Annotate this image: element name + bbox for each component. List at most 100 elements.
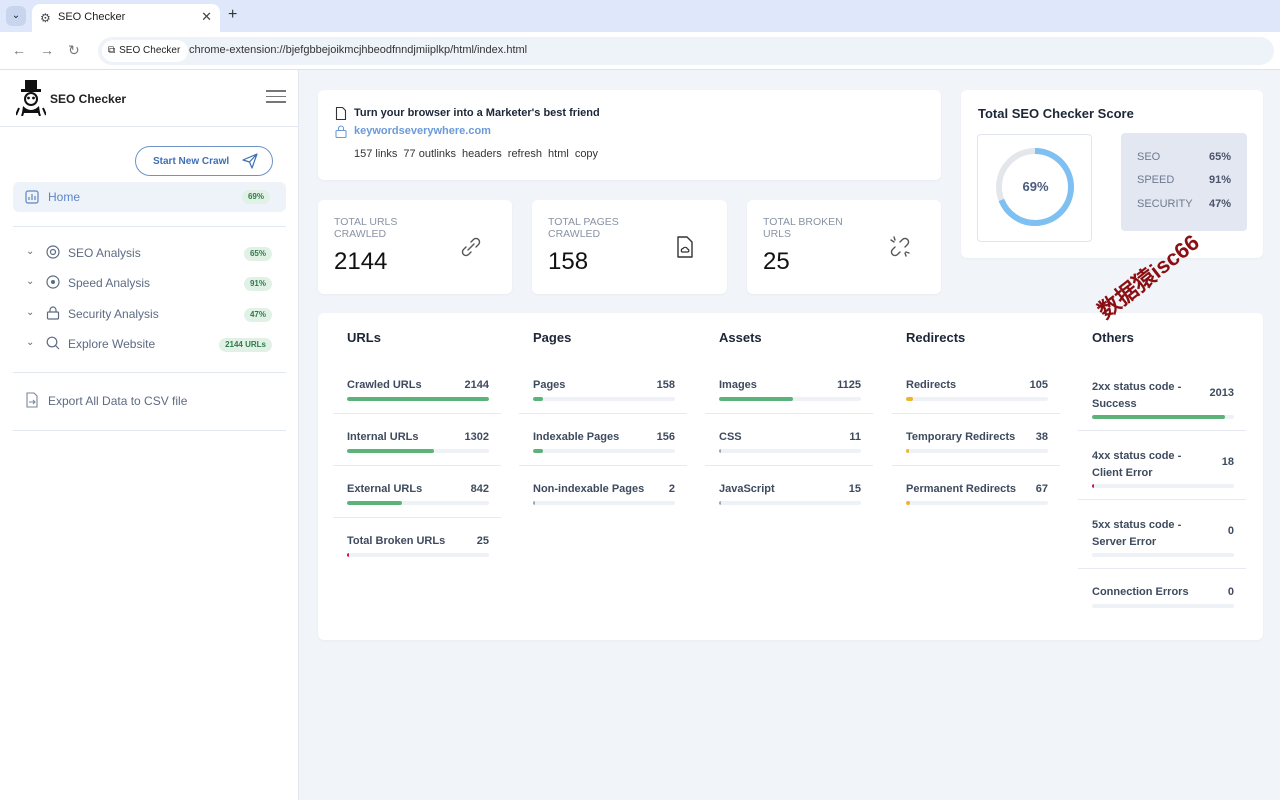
menu-toggle-icon[interactable] <box>266 90 286 104</box>
metric-value: 105 <box>1029 379 1048 391</box>
metric-bar-fill <box>533 501 535 505</box>
metric-bar-fill <box>719 449 721 453</box>
sidebar-item-label: Home <box>48 190 81 204</box>
new-tab-button[interactable]: + <box>228 6 238 23</box>
metric-bar-fill <box>906 449 909 453</box>
forward-icon[interactable]: → <box>40 42 54 58</box>
metric-name: Images <box>719 379 757 391</box>
start-new-crawl-button[interactable]: Start New Crawl <box>135 146 273 176</box>
column-others: Others 2xx status code - Success 2013 4xx s… <box>1078 313 1246 640</box>
metric-bar <box>347 397 489 401</box>
metric-value: 2013 <box>1209 387 1234 399</box>
metric-name: Non-indexable Pages <box>533 483 645 495</box>
divider <box>333 517 501 518</box>
sidebar-item-label: Security Analysis <box>68 307 159 321</box>
stat-label: TOTAL URLS CRAWLED <box>334 216 398 240</box>
column-assets: Assets Images 1125 CSS 11 JavaScript 15 <box>705 313 873 640</box>
metric-value: 38 <box>1035 431 1048 443</box>
metric-bar <box>719 501 861 505</box>
metric-bar <box>347 449 489 453</box>
metric-bar <box>347 553 489 557</box>
sidebar-item-home[interactable]: Home 69% <box>13 182 286 212</box>
site-link[interactable]: keywordseverywhere.com <box>354 125 491 137</box>
site-actions: 157 links 77 outlinks headers refresh html co… <box>354 148 604 160</box>
refresh-link[interactable]: refresh <box>507 148 543 160</box>
metric-name: CSS <box>719 431 742 443</box>
metric-name: Redirects <box>906 379 957 391</box>
metric-name: Indexable Pages <box>533 431 620 443</box>
metric-value: 11 <box>849 431 861 443</box>
total-broken-card: TOTAL BROKEN URLS 25 <box>747 200 941 294</box>
score-title: Total SEO Checker Score <box>978 106 1134 121</box>
copy-link[interactable]: copy <box>574 148 599 160</box>
metric-bar-fill <box>1092 484 1094 488</box>
metric-bar-fill <box>906 501 911 505</box>
site-chip-label: SEO Checker <box>119 45 181 56</box>
score-value: 65% <box>1208 151 1231 163</box>
metric-bar-fill <box>347 449 434 453</box>
gauge-ring <box>996 148 1074 226</box>
sidebar-item-seo-analysis[interactable]: ⌄ SEO Analysis 65% <box>24 243 286 265</box>
puzzle-icon: ⧉ <box>108 45 116 56</box>
close-tab-icon[interactable]: ✕ <box>201 9 212 24</box>
stat-label: TOTAL PAGES CRAWLED <box>548 216 619 240</box>
metric-value: 1125 <box>837 379 861 391</box>
score-value: 91% <box>1208 174 1231 186</box>
score-gauge: 69% <box>977 134 1092 242</box>
sidebar-item-security-analysis[interactable]: ⌄ Security Analysis 47% <box>24 304 286 326</box>
metric-name: Internal URLs <box>347 431 419 443</box>
score-key: SECURITY <box>1137 198 1193 210</box>
score-key: SPEED <box>1137 174 1175 186</box>
detective-logo-icon <box>16 80 46 116</box>
omnibox[interactable]: ⧉ SEO Checker chrome-extension://bjefgbbe… <box>98 37 1274 65</box>
site-chip[interactable]: ⧉ SEO Checker <box>102 40 189 62</box>
column-title: Pages <box>533 330 572 345</box>
lock-icon <box>335 125 347 138</box>
divider <box>0 126 299 127</box>
sidebar-item-explore-website[interactable]: ⌄ Explore Website 2144 URLs <box>24 334 286 356</box>
file-cloud-icon <box>677 236 693 258</box>
links-count[interactable]: 157 links <box>354 148 398 160</box>
chevron-down-icon: ⌄ <box>26 307 35 318</box>
metric-value: 0 <box>1227 586 1234 598</box>
brand-name: SEO Checker <box>50 92 127 106</box>
column-pages: Pages Pages 158 Indexable Pages 156 Non-index… <box>519 313 687 640</box>
divider <box>519 465 687 466</box>
stat-value: 158 <box>548 248 589 275</box>
start-new-crawl-label: Start New Crawl <box>153 156 230 167</box>
metric-bar <box>719 397 861 401</box>
sidebar-item-speed-analysis[interactable]: ⌄ Speed Analysis 91% <box>24 273 286 295</box>
html-link[interactable]: html <box>548 148 569 160</box>
metric-bar <box>906 397 1048 401</box>
target-icon <box>46 245 60 259</box>
address-bar: ← → ↻ ⧉ SEO Checker chrome-extension://bj… <box>0 32 1280 70</box>
column-urls: URLs Crawled URLs 2144 Internal URLs 1302 Ext… <box>333 313 501 640</box>
details-card: URLs Crawled URLs 2144 Internal URLs 1302 Ext… <box>318 313 1263 640</box>
score-badge: 69% <box>241 190 270 204</box>
reload-icon[interactable]: ↻ <box>68 42 80 58</box>
outlinks-count[interactable]: 77 outlinks <box>403 148 457 160</box>
divider <box>1078 568 1246 569</box>
metric-bar-fill <box>347 397 489 401</box>
divider <box>705 413 873 414</box>
metric-value: 842 <box>470 483 489 495</box>
metric-value: 15 <box>848 483 861 495</box>
metric-value: 1302 <box>464 431 489 443</box>
divider <box>705 465 873 466</box>
divider <box>892 465 1060 466</box>
gauge-arc <box>996 148 1074 226</box>
back-icon[interactable]: ← <box>12 42 26 58</box>
metric-name: Crawled URLs <box>347 379 422 391</box>
metric-bar <box>1092 553 1234 557</box>
active-tab[interactable]: ⚙ SEO Checker ✕ <box>32 4 220 32</box>
headers-link[interactable]: headers <box>462 148 502 160</box>
metric-bar <box>533 397 675 401</box>
column-title: URLs <box>347 330 381 345</box>
metric-name: 5xx status code - Server Error <box>1092 519 1182 548</box>
metric-bar <box>533 501 675 505</box>
tab-search-button[interactable]: ⌄ <box>6 6 26 26</box>
divider <box>13 430 286 431</box>
file-export-icon <box>26 392 38 408</box>
score-badge: 47% <box>243 308 272 322</box>
column-title: Others <box>1092 330 1134 345</box>
